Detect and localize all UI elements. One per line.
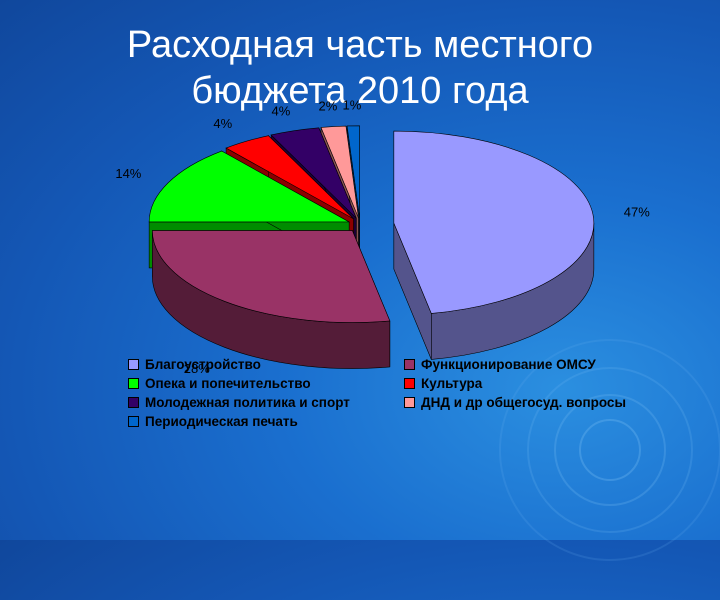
slice-label-4: 4% bbox=[271, 103, 290, 118]
legend-swatch-6 bbox=[128, 415, 139, 427]
slice-label-5: 2% bbox=[319, 99, 338, 114]
pie-chart: 47% 28% 14% 4% 4% 2% 1% bbox=[115, 98, 650, 376]
legend-label-2: Опека и попечительство bbox=[145, 375, 311, 391]
slide-title: Расходная часть местного бюджета 2010 го… bbox=[0, 22, 720, 114]
slice-label-0: 47% bbox=[624, 205, 650, 220]
title-line-2: бюджета 2010 года bbox=[191, 70, 529, 112]
legend-item-0: Благоустройство bbox=[128, 355, 404, 373]
legend-label-4: Молодежная политика и спорт bbox=[145, 394, 350, 410]
legend-item-4: Молодежная политика и спорт bbox=[128, 393, 404, 411]
slice-label-6: 1% bbox=[343, 98, 362, 113]
pie-slice-0 bbox=[393, 130, 595, 360]
legend-label-6: Периодическая печать bbox=[145, 413, 298, 429]
legend-label-3: Культура bbox=[421, 375, 483, 391]
legend-swatch-0 bbox=[128, 358, 139, 370]
legend-swatch-1 bbox=[404, 358, 415, 370]
legend-swatch-4 bbox=[128, 396, 139, 408]
slice-label-2: 14% bbox=[115, 166, 141, 181]
slice-label-3: 4% bbox=[213, 116, 232, 131]
legend-item-1: Функционирование ОМСУ bbox=[404, 355, 688, 373]
legend-label-5: ДНД и др общегосуд. вопросы bbox=[421, 394, 626, 410]
legend-swatch-3 bbox=[404, 377, 415, 389]
slice-label-1: 28% bbox=[184, 361, 210, 376]
legend-label-1: Функционирование ОМСУ bbox=[421, 356, 596, 372]
chart-legend: Благоустройство Функционирование ОМСУ Опек… bbox=[128, 355, 688, 430]
legend-item-2: Опека и попечительство bbox=[128, 374, 404, 392]
legend-swatch-5 bbox=[404, 396, 415, 408]
title-line-1: Расходная часть местного bbox=[126, 24, 594, 66]
legend-item-3: Культура bbox=[404, 374, 688, 392]
legend-swatch-2 bbox=[128, 377, 139, 389]
pie-slice-1 bbox=[152, 230, 391, 369]
legend-label-0: Благоустройство bbox=[145, 356, 261, 372]
legend-item-6: Периодическая печать bbox=[128, 412, 404, 430]
legend-item-5: ДНД и др общегосуд. вопросы bbox=[404, 393, 688, 411]
